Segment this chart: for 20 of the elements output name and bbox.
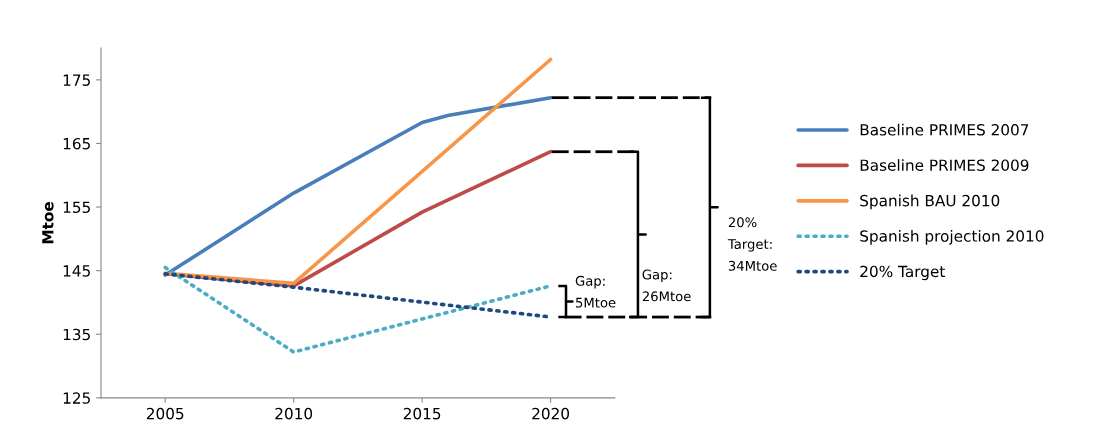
legend-label: Baseline PRIMES 2009 [860,159,1029,171]
y-tick-label: 165 [63,137,90,150]
y-tick-label: 125 [63,392,90,404]
line-series [163,95,553,277]
legend-label: Baseline PRIMES 2007 [860,123,1029,136]
y-tick-label: 155 [63,201,90,214]
y-tick-label: 145 [63,265,90,277]
legend-label: Spanish BAU 2010 [860,194,1000,210]
y-tick-label: 135 [63,328,90,341]
legend-label: Spanish projection 2010 [860,229,1044,245]
legend-label: 20% Target [860,265,945,281]
x-tick-label: 2015 [403,407,441,420]
annotation: Gap: 5Mtoe [575,275,616,308]
y-tick-label: 175 [63,74,90,86]
x-tick-label: 2005 [146,407,184,420]
text: 20% Target: 34Mtoe [727,217,777,271]
y-axis-title: Mtoe [42,202,54,244]
text: Gap: 26Mtoe [642,269,691,302]
x-tick-label: 2020 [532,407,570,420]
x-tick-label: 2010 [275,407,313,420]
